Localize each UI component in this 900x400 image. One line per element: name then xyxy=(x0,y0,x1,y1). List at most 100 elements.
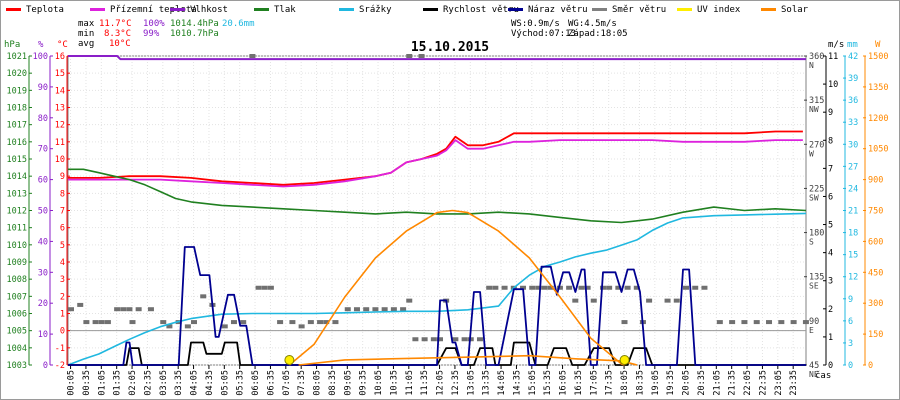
stat-min-temp: 8.3°C xyxy=(104,29,131,39)
tick-label-temperature: 11 xyxy=(55,138,65,148)
x-tick-label: 06:35 xyxy=(266,370,276,396)
x-tick-label: 22:05 xyxy=(743,370,753,396)
wind-direction-mark xyxy=(486,285,493,290)
wind-direction-mark xyxy=(261,285,268,290)
tick-label-pressure: 1003 xyxy=(7,361,27,371)
tick-label-temperature: 4 xyxy=(60,258,65,268)
tick-label-temperature: 2 xyxy=(60,292,65,302)
stat-sunset: Západ:18:05 xyxy=(568,29,628,39)
tick-label-solar: 1050 xyxy=(868,145,888,155)
wind-direction-mark xyxy=(267,285,274,290)
wind-direction-mark xyxy=(566,285,573,290)
legend-swatch-smer-vetru xyxy=(592,8,607,11)
tick-label-pressure: 1005 xyxy=(7,327,27,337)
tick-label-rain: 39 xyxy=(848,74,858,84)
x-tick-label: 23:05 xyxy=(774,370,784,396)
tick-label-rain: 12 xyxy=(848,273,858,283)
x-tick-label: 17:35 xyxy=(605,370,615,396)
x-tick-label: 02:05 xyxy=(128,370,138,396)
wind-direction-mark xyxy=(381,307,388,312)
wind-direction-mark xyxy=(230,320,237,325)
unit-temperature: °C xyxy=(57,40,68,50)
legend-item-tlak: Tlak xyxy=(254,5,296,15)
wind-direction-mark xyxy=(621,320,628,325)
tick-label-humidity: 40 xyxy=(38,237,48,247)
stat-wg: WG:4.5m/s xyxy=(568,19,617,29)
legend-label-solar: Solar xyxy=(781,5,809,15)
tick-label-rain: 18 xyxy=(848,229,858,239)
x-tick-label: 21:05 xyxy=(712,370,722,396)
wind-direction-mark xyxy=(766,320,773,325)
tick-label-temperature: 0 xyxy=(60,327,65,337)
series-solar-low xyxy=(298,354,638,366)
wind-direction-mark xyxy=(68,307,74,312)
series-vlhkost xyxy=(68,55,806,61)
unit-solar: W xyxy=(875,40,881,50)
wind-direction-mark xyxy=(606,285,613,290)
tick-label-solar: 900 xyxy=(868,176,883,186)
wind-direction-mark xyxy=(430,337,437,342)
legend-label-tlak: Tlak xyxy=(274,5,296,15)
wind-direction-mark xyxy=(323,320,330,325)
x-tick-label: 10:05 xyxy=(374,370,384,396)
wind-direction-mark xyxy=(790,320,797,325)
wind-direction-mark xyxy=(184,324,191,329)
tick-label-wind_speed: 0 xyxy=(828,361,833,371)
wind-direction-mark xyxy=(683,285,689,290)
tick-label-rain: 9 xyxy=(848,295,853,305)
legend-swatch-srazky xyxy=(339,8,354,11)
tick-label-wind_dir: 90 xyxy=(809,317,819,327)
wind-direction-mark xyxy=(307,320,314,325)
legend-item-teplota: Teplota xyxy=(6,5,64,15)
wind-direction-mark xyxy=(406,54,413,58)
wind-direction-mark xyxy=(135,307,142,312)
tick-label-wind_speed: 8 xyxy=(828,136,833,146)
wind-direction-mark xyxy=(126,307,133,312)
wind-direction-mark xyxy=(344,307,351,312)
wind-direction-mark xyxy=(418,54,425,58)
wind-direction-mark xyxy=(541,285,548,290)
x-tick-label: 11:35 xyxy=(420,370,430,396)
x-tick-label: 00:35 xyxy=(82,370,92,396)
tick-label-temperature: 14 xyxy=(55,86,65,96)
wind-direction-mark xyxy=(83,320,90,325)
wind-direction-mark xyxy=(572,298,579,303)
wind-direction-mark xyxy=(120,307,127,312)
tick-label-wind_dir: 225 xyxy=(809,184,824,194)
tick-label-pressure: 1004 xyxy=(7,344,27,354)
tick-label-wind_speed: 7 xyxy=(828,164,833,174)
tick-label-humidity: 50 xyxy=(38,207,48,217)
x-tick-label: 18:35 xyxy=(635,370,645,396)
tick-label-wind_speed: 3 xyxy=(828,277,833,287)
tick-label-pressure: 1021 xyxy=(7,52,27,62)
wind-direction-mark xyxy=(535,285,542,290)
x-tick-label: 05:05 xyxy=(220,370,230,396)
tick-label-pressure: 1013 xyxy=(7,189,27,199)
tick-label-pressure: 1017 xyxy=(7,121,27,131)
series-tlak xyxy=(68,168,807,224)
wind-direction-mark xyxy=(98,320,105,325)
wind-direction-mark xyxy=(240,320,247,325)
y-axes: 1021102010191018101710161015101410131012… xyxy=(7,52,889,379)
series-lines xyxy=(67,55,807,366)
x-tick-label: 04:05 xyxy=(190,370,200,396)
legend-label-vlhkost: Vlhkost xyxy=(190,5,228,15)
legend-swatch-rychlost-vetru xyxy=(423,8,438,11)
wind-direction-mark xyxy=(501,285,508,290)
wind-direction-mark xyxy=(729,320,736,325)
x-tick-label: 16:35 xyxy=(574,370,584,396)
legend-item-smer-vetru: Směr větru xyxy=(592,5,666,15)
wind-direction-mark xyxy=(802,320,809,325)
sunrise-marker xyxy=(284,355,295,365)
x-tick-label: 14:05 xyxy=(497,370,507,396)
tick-label-humidity: 90 xyxy=(38,83,48,93)
legend-label-srazky: Srážky xyxy=(359,5,392,15)
tick-label-humidity: 70 xyxy=(38,145,48,155)
tick-label-solar: 450 xyxy=(868,268,883,278)
wind-direction-mark xyxy=(114,307,121,312)
tick-label-solar: 1200 xyxy=(868,114,888,124)
wind-direction-mark xyxy=(353,307,360,312)
tick-label-solar: 300 xyxy=(868,299,883,309)
tick-label-humidity: 80 xyxy=(38,114,48,124)
legend-swatch-uv-index xyxy=(677,8,692,11)
